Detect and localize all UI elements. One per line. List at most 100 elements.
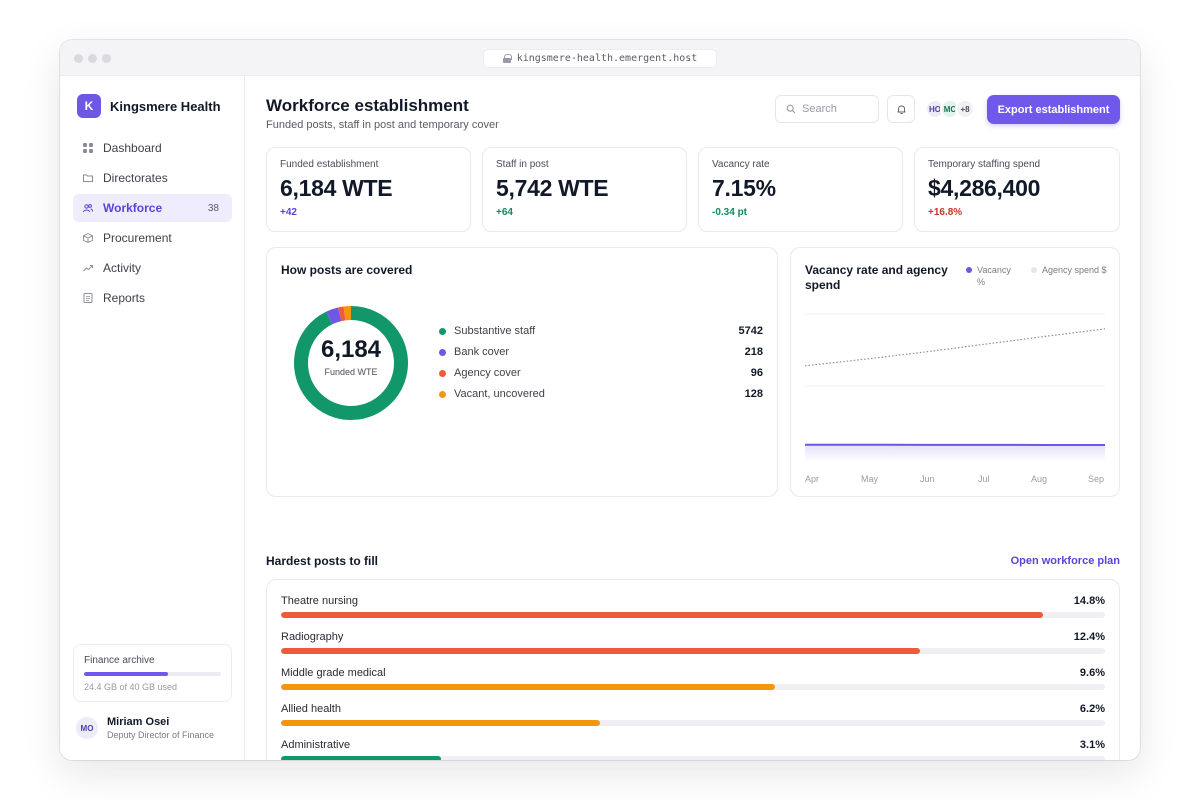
sidebar-item-label: Dashboard xyxy=(103,141,162,155)
search-placeholder: Search xyxy=(802,103,837,115)
vacancy-trend-chart xyxy=(805,313,1105,462)
legend-swatch xyxy=(439,369,446,377)
post-row-allied-health: Allied health 6.2% xyxy=(281,703,1105,733)
kpi-card-temporary-staffing-spend: Temporary staffing spend $4,286,400 +16.… xyxy=(914,147,1120,232)
user-role: Deputy Director of Finance xyxy=(107,730,215,740)
window-minimize-dot[interactable] xyxy=(88,54,97,63)
coverage-title: How posts are covered xyxy=(281,263,413,277)
legend-label: Vacancy % xyxy=(977,265,1011,287)
kpi-label: Funded establishment xyxy=(280,159,379,170)
sidebar-item-label: Workforce xyxy=(103,201,163,215)
document-icon xyxy=(83,293,93,303)
sidebar-nav: Dashboard Directorates Workforce 38 Proc… xyxy=(73,134,232,314)
collaborator-avatars[interactable]: HO MC +8 xyxy=(925,99,975,119)
window-maximize-dot[interactable] xyxy=(102,54,111,63)
x-tick-label: Sep xyxy=(1088,474,1105,484)
browser-window: kingsmere-health.emergent.host K Kingsme… xyxy=(60,40,1140,760)
x-tick-label: Jun xyxy=(920,474,935,484)
sidebar-item-label: Directorates xyxy=(103,171,168,185)
sidebar-item-dashboard[interactable]: Dashboard xyxy=(73,134,232,162)
page-subtitle: Funded posts, staff in post and temporar… xyxy=(266,119,499,131)
search-input[interactable]: Search xyxy=(775,95,879,123)
hardest-posts-card: Theatre nursing 14.8% Radiography 12.4% … xyxy=(266,579,1120,760)
donut-center-value: 6,184 xyxy=(320,336,382,363)
bar-fill xyxy=(281,756,441,760)
trend-icon xyxy=(83,265,93,272)
bar-fill xyxy=(281,648,920,654)
donut-segment-substantive-staff xyxy=(294,306,408,420)
kpi-card-funded-establishment: Funded establishment 6,184 WTE +42 xyxy=(266,147,471,232)
storage-progress-fill xyxy=(84,672,168,676)
series-line-agency-spend xyxy=(805,328,1105,367)
legend-swatch xyxy=(439,390,446,398)
legend-label: Bank cover xyxy=(454,346,510,358)
legend-label: Vacant, uncovered xyxy=(454,388,545,400)
open-workforce-plan-link[interactable]: Open workforce plan xyxy=(1010,555,1120,567)
kpi-value: 6,184 WTE xyxy=(280,175,393,201)
post-vacancy-value: 14.8% xyxy=(1073,595,1105,607)
more-avatars-count: +8 xyxy=(955,99,975,119)
legend-label: Substantive staff xyxy=(454,325,536,337)
folder-icon xyxy=(83,174,93,182)
storage-title: Finance archive xyxy=(84,655,155,666)
sidebar-item-label: Activity xyxy=(103,261,142,275)
kpi-delta: +42 xyxy=(280,207,297,218)
kpi-card-vacancy-rate: Vacancy rate 7.15% -0.34 pt xyxy=(698,147,903,232)
user-profile[interactable]: MO Miriam Osei Deputy Director of Financ… xyxy=(76,716,214,740)
brand-name: Kingsmere Health xyxy=(110,98,221,114)
post-label: Theatre nursing xyxy=(281,595,359,607)
bar-fill xyxy=(281,684,776,690)
legend-value: 96 xyxy=(750,367,763,379)
address-bar[interactable]: kingsmere-health.emergent.host xyxy=(483,49,717,68)
sidebar-item-workforce[interactable]: Workforce 38 xyxy=(73,194,232,222)
post-vacancy-value: 6.2% xyxy=(1079,703,1105,715)
grid-icon xyxy=(83,143,93,153)
bar-track xyxy=(281,612,1105,618)
post-label: Radiography xyxy=(281,631,344,643)
legend-swatch xyxy=(966,267,972,273)
post-vacancy-value: 9.6% xyxy=(1079,667,1105,679)
sidebar-item-directorates[interactable]: Directorates xyxy=(73,164,232,192)
hardest-posts-title: Hardest posts to fill xyxy=(266,554,379,568)
legend-item-agency-spend: Agency spend $ xyxy=(1031,264,1114,276)
count-badge: 38 xyxy=(207,202,219,214)
kpi-value: $4,286,400 xyxy=(928,175,1041,201)
brand[interactable]: K Kingsmere Health xyxy=(77,94,221,118)
x-tick-label: Apr xyxy=(805,474,820,484)
legend-swatch xyxy=(1031,267,1037,273)
post-label: Allied health xyxy=(281,703,341,715)
legend-value: 128 xyxy=(744,388,763,400)
kpi-value: 5,742 WTE xyxy=(496,175,609,201)
legend-swatch xyxy=(439,348,446,356)
sidebar-item-activity[interactable]: Activity xyxy=(73,254,232,282)
legend-value: 218 xyxy=(744,346,763,358)
trend-title: Vacancy rate and agency spend xyxy=(805,263,948,292)
kpi-label: Vacancy rate xyxy=(712,159,770,170)
kpi-label: Staff in post xyxy=(496,159,549,170)
legend-item-vacant-uncovered: Vacant, uncovered 128 xyxy=(439,386,763,402)
x-tick-label: May xyxy=(861,474,879,484)
coverage-donut-chart xyxy=(294,306,408,420)
window-close-dot[interactable] xyxy=(74,54,83,63)
donut-segment-agency-cover xyxy=(338,306,346,322)
legend-label: Agency spend $ xyxy=(1042,265,1107,275)
export-establishment-button[interactable]: Export establishment xyxy=(987,95,1120,124)
main-content: Workforce establishment Funded posts, st… xyxy=(246,76,1140,760)
bar-track xyxy=(281,756,1105,760)
donut-segment-bank-cover xyxy=(326,307,342,325)
box-icon xyxy=(83,233,93,243)
sidebar-item-procurement[interactable]: Procurement xyxy=(73,224,232,252)
post-row-middle-grade-medical: Middle grade medical 9.6% xyxy=(281,667,1105,697)
legend-label: Agency cover xyxy=(454,367,521,379)
legend-item-substantive-staff: Substantive staff 5742 xyxy=(439,323,763,339)
coverage-card: How posts are covered 6,184 Funded WTE S… xyxy=(266,247,778,497)
x-tick-label: Aug xyxy=(1031,474,1048,484)
post-row-administrative: Administrative 3.1% xyxy=(281,739,1105,760)
brand-logo: K xyxy=(77,94,101,118)
notifications-button[interactable] xyxy=(887,95,915,123)
kpi-delta: -0.34 pt xyxy=(712,207,748,218)
user-name: Miriam Osei xyxy=(107,716,170,728)
sidebar-item-reports[interactable]: Reports xyxy=(73,284,232,312)
legend-swatch xyxy=(439,327,446,335)
legend-value: 5742 xyxy=(738,325,763,337)
